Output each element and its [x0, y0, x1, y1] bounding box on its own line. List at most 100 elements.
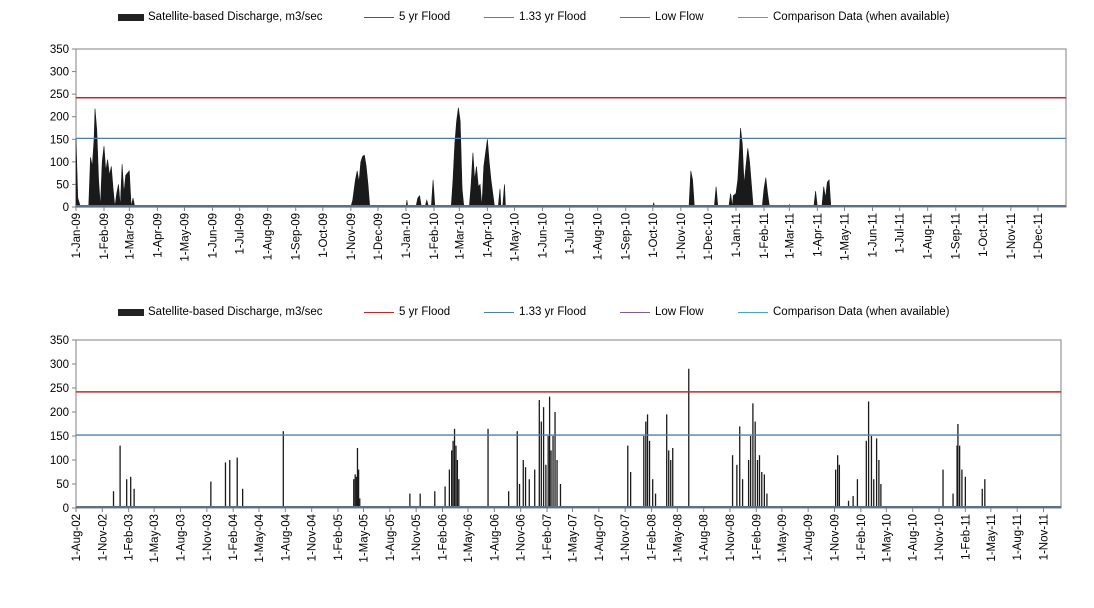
y-tick-label: 300: [50, 359, 69, 371]
x-tick-label: 1-Feb-10: [856, 514, 868, 561]
x-tick-label: 1-Nov-11: [1006, 213, 1018, 259]
y-tick-label: 350: [50, 44, 69, 56]
legend-swatch-comparison: [738, 311, 768, 313]
legend-swatch-discharge: [118, 308, 144, 316]
y-tick-label: 150: [50, 431, 69, 443]
legend-swatch-discharge: [118, 13, 144, 21]
legend-item-discharge: Satellite-based Discharge, m3/sec: [118, 306, 323, 318]
x-tick-label: 1-Aug-09: [803, 514, 815, 561]
x-tick-label: 1-Aug-04: [280, 513, 292, 561]
x-tick-label: 1-May-11: [986, 514, 998, 562]
x-tick-label: 1-Nov-10: [676, 213, 688, 260]
x-tick-label: 1-Oct-11: [978, 213, 990, 257]
x-tick-label: 1-Feb-09: [99, 213, 111, 260]
x-tick-label: 1-Jun-11: [868, 213, 880, 258]
x-tick-label: 1-Nov-04: [307, 513, 319, 561]
x-tick-label: 1-Jan-09: [71, 213, 83, 258]
legend-label-flood5: 5 yr Flood: [399, 306, 451, 318]
x-tick-label: 1-Jul-11: [895, 213, 907, 254]
y-tick-label: 200: [50, 407, 69, 419]
plot-area: [75, 48, 1067, 208]
y-tick-label: 0: [63, 202, 69, 214]
legend-label-discharge: Satellite-based Discharge, m3/sec: [148, 306, 323, 318]
x-tick-label: 1-Mar-09: [124, 213, 136, 260]
legend-label-low: Low Flow: [655, 306, 704, 318]
x-tick-label: 1-Dec-09: [373, 213, 385, 260]
x-tick-label: 1-Jun-10: [538, 213, 550, 258]
legend-label-flood5: 5 yr Flood: [399, 11, 451, 23]
x-tick-label: 1-Aug-11: [923, 213, 935, 259]
x-tick-label: 1-Mar-10: [454, 213, 466, 260]
y-tick-label: 100: [50, 157, 69, 169]
x-tick-label: 1-Apr-11: [812, 213, 824, 257]
x-tick-label: 1-Feb-11: [759, 213, 771, 259]
x-tick-label: 1-Nov-09: [830, 514, 842, 561]
legend-label-flood133: 1.33 yr Flood: [519, 11, 587, 23]
x-tick-label: 1-May-08: [672, 514, 684, 563]
chart-bottom: 0 50 100 150 200 250 300 350 1-Aug-02 1-Nov-02 1-F…: [50, 335, 1062, 563]
x-tick-label: 1-Aug-06: [489, 514, 501, 561]
x-tick-label: 1-May-03: [149, 514, 161, 563]
legend-item-flood5: 5 yr Flood: [364, 306, 450, 318]
x-tick-label: 1-Aug-10: [593, 213, 605, 260]
x-tick-label: 1-May-09: [777, 514, 789, 563]
legend-item-comparison: Comparison Data (when available): [738, 11, 949, 23]
x-tick-label: 1-Jul-09: [235, 213, 247, 255]
x-tick-label: 1-Nov-06: [516, 514, 528, 561]
legend-top: Satellite-based Discharge, m3/sec 5 yr F…: [0, 11, 1094, 29]
x-tick-label: 1-May-11: [840, 213, 852, 261]
x-tick-label: 1-Aug-09: [263, 213, 275, 260]
y-tick-label: 250: [50, 89, 69, 101]
x-tick-label: 1-Jan-11: [731, 213, 743, 258]
x-tick-label: 1-May-04: [254, 513, 266, 562]
legend-bottom: Satellite-based Discharge, m3/sec 5 yr F…: [0, 306, 1094, 324]
y-tick-label: 50: [56, 479, 69, 491]
x-tick-label: 1-Feb-07: [542, 514, 554, 561]
x-tick-label: 1-Jan-10: [401, 213, 413, 258]
legend-swatch-flood133: [484, 16, 514, 18]
x-tick-label: 1-Jun-09: [208, 213, 220, 258]
legend-swatch-flood5: [364, 311, 394, 313]
y-tick-label: 350: [50, 335, 69, 347]
x-tick-label: 1-Aug-05: [385, 514, 397, 561]
legend-item-flood133: 1.33 yr Flood: [484, 306, 586, 318]
legend-swatch-low: [620, 16, 650, 18]
y-tick-label: 250: [50, 383, 69, 395]
y-tick-label: 300: [50, 67, 69, 79]
x-tick-label: 1-Feb-09: [751, 514, 763, 561]
x-tick-label: 1-May-07: [568, 514, 580, 563]
legend-label-discharge: Satellite-based Discharge, m3/sec: [148, 11, 323, 23]
series-discharge-area: [75, 107, 832, 208]
x-tick-label: 1-Nov-02: [97, 514, 109, 561]
x-tick-label: 1-Nov-05: [411, 514, 423, 561]
x-tick-label: 1-Nov-08: [725, 514, 737, 561]
x-tick-label: 1-May-05: [359, 514, 371, 563]
x-tick-label: 1-May-10: [881, 514, 893, 563]
legend-label-low: Low Flow: [655, 11, 704, 23]
x-tick-label: 1-Aug-08: [699, 514, 711, 561]
y-tick-label: 50: [56, 179, 69, 191]
legend-swatch-low: [620, 311, 650, 313]
x-tick-label: 1-Oct-09: [318, 213, 330, 258]
x-tick-label: 1-Aug-11: [1012, 514, 1024, 560]
legend-item-flood5: 5 yr Flood: [364, 11, 450, 23]
x-tick-label: 1-Feb-03: [124, 514, 136, 561]
x-tick-label: 1-Aug-02: [71, 514, 83, 561]
y-tick-label: 0: [63, 503, 69, 515]
x-tick-label: 1-Feb-06: [438, 514, 450, 561]
x-tick-label: 1-Nov-09: [346, 213, 358, 260]
x-tick-label: 1-Sep-11: [951, 213, 963, 259]
legend-label-flood133: 1.33 yr Flood: [519, 306, 587, 318]
x-tick-label: 1-Nov-10: [934, 514, 946, 561]
x-tick-label: 1-Apr-10: [482, 213, 494, 258]
y-tick-label: 200: [50, 112, 69, 124]
x-tick-label: 1-Feb-08: [647, 514, 659, 561]
x-tick-label: 1-Nov-07: [620, 514, 632, 561]
x-tick-label: 1-Apr-09: [152, 213, 164, 258]
legend-item-discharge: Satellite-based Discharge, m3/sec: [118, 11, 323, 23]
y-tick-label: 150: [50, 134, 69, 146]
x-tick-label: 1-Feb-10: [429, 213, 441, 260]
x-tick-label: 1-Sep-10: [621, 213, 633, 260]
x-tick-label: 1-Nov-11: [1039, 514, 1051, 560]
x-tick-label: 1-Feb-11: [960, 514, 972, 560]
